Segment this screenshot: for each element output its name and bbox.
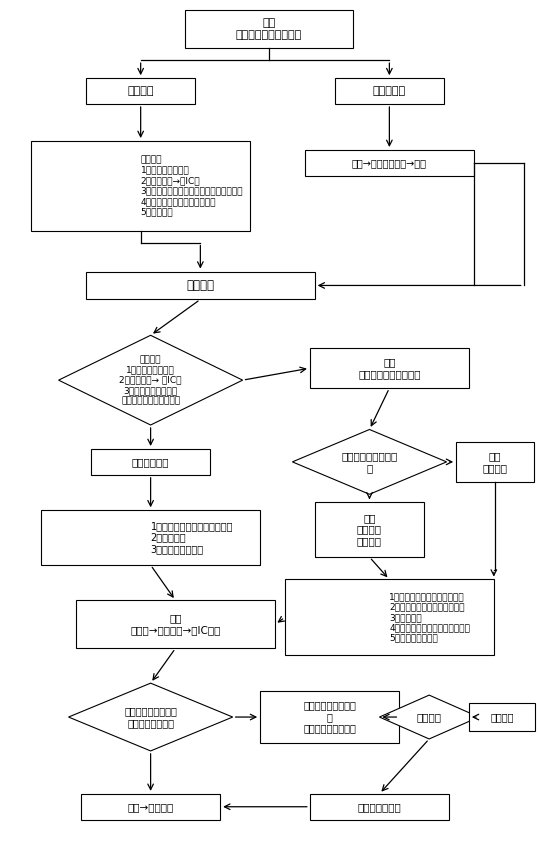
Text: 空车或送货车: 空车或送货车 <box>132 457 169 467</box>
Bar <box>86 78 195 104</box>
Text: 过磅车辆: 过磅车辆 <box>128 86 154 96</box>
Bar <box>81 794 220 819</box>
Text: 磅重
大于大値: 磅重 大于大値 <box>483 451 507 473</box>
Text: 一次过磅
1、信号灯提示上磅
2、车辆上磅→刷IC卡
3、系统显示进门信息（相片、作业类型）
4、拍照（车头、车尾、车身）
5、打印磅单: 一次过磅 1、信号灯提示上磅 2、车辆上磅→刷IC卡 3、系统显示进门信息（相片… <box>140 156 243 216</box>
Bar <box>310 794 449 819</box>
Text: 重车
（输入送货单等资料）: 重车 （输入送货单等资料） <box>358 357 421 379</box>
Bar <box>186 10 352 48</box>
Text: 授权人刷卡放行: 授权人刷卡放行 <box>358 802 401 812</box>
Text: 核准出厂: 核准出厂 <box>416 712 442 722</box>
Bar <box>260 691 399 743</box>
Text: 重量差超（设定値）
或
时间超出（设定値）: 重量差超（设定値） 或 时间超出（设定値） <box>303 700 356 734</box>
Text: 非过磅车辆: 非过磅车辆 <box>373 86 406 96</box>
Bar <box>469 703 535 731</box>
Text: 出厂
（停车→办理手续→刷IC卡）: 出厂 （停车→办理手续→刷IC卡） <box>130 614 221 635</box>
Bar <box>76 600 275 649</box>
Bar <box>86 271 315 299</box>
Text: 送货单重量跟磅重对
比: 送货单重量跟磅重对 比 <box>341 451 398 473</box>
Bar <box>91 449 210 475</box>
Text: 厂内作业: 厂内作业 <box>186 279 214 292</box>
Text: 磅重
大于小値
小于大値: 磅重 大于小値 小于大値 <box>357 513 382 547</box>
Text: 取消出厂: 取消出厂 <box>490 712 514 722</box>
Text: 拍照→道闸打开: 拍照→道闸打开 <box>128 802 174 812</box>
Bar <box>305 150 474 176</box>
Bar <box>456 442 534 482</box>
Bar <box>335 78 444 104</box>
Bar <box>310 348 469 388</box>
Text: 二次过磅
1、信号灯提示上磅
2、车辆上磅→ 刷IC卡
3、系统显示进门信息
（相片、车辆作业类型）: 二次过磅 1、信号灯提示上磅 2、车辆上磅→ 刷IC卡 3、系统显示进门信息 （… <box>119 354 182 405</box>
Polygon shape <box>379 695 479 739</box>
Text: 1、拍照（车头、车尾、车顶）
2、打印磅单
3、信号灯提示下磅: 1、拍照（车头、车尾、车顶） 2、打印磅单 3、信号灯提示下磅 <box>151 521 233 554</box>
Polygon shape <box>68 683 233 751</box>
Bar <box>315 502 424 557</box>
Bar <box>41 510 260 565</box>
Text: 写卡→自动识别车牌→拍照: 写卡→自动识别车牌→拍照 <box>352 158 427 167</box>
Polygon shape <box>59 335 243 425</box>
Bar <box>31 141 250 230</box>
Text: 1、系统警示，授权人刷卡放行
2、拍照（车头、车尾、车顶）
3、打印磅单
4、磅单标识：重量异常，请核准
5、信号灯提示下磅: 1、系统警示，授权人刷卡放行 2、拍照（车头、车尾、车顶） 3、打印磅单 4、磅… <box>390 592 470 643</box>
Polygon shape <box>292 429 447 494</box>
Text: 系统核对车牌和最后
过磅时间的时间差: 系统核对车牌和最后 过磅时间的时间差 <box>124 706 177 728</box>
Text: 进厂
（选择车辆作业类型）: 进厂 （选择车辆作业类型） <box>236 19 302 40</box>
Bar <box>285 580 494 655</box>
